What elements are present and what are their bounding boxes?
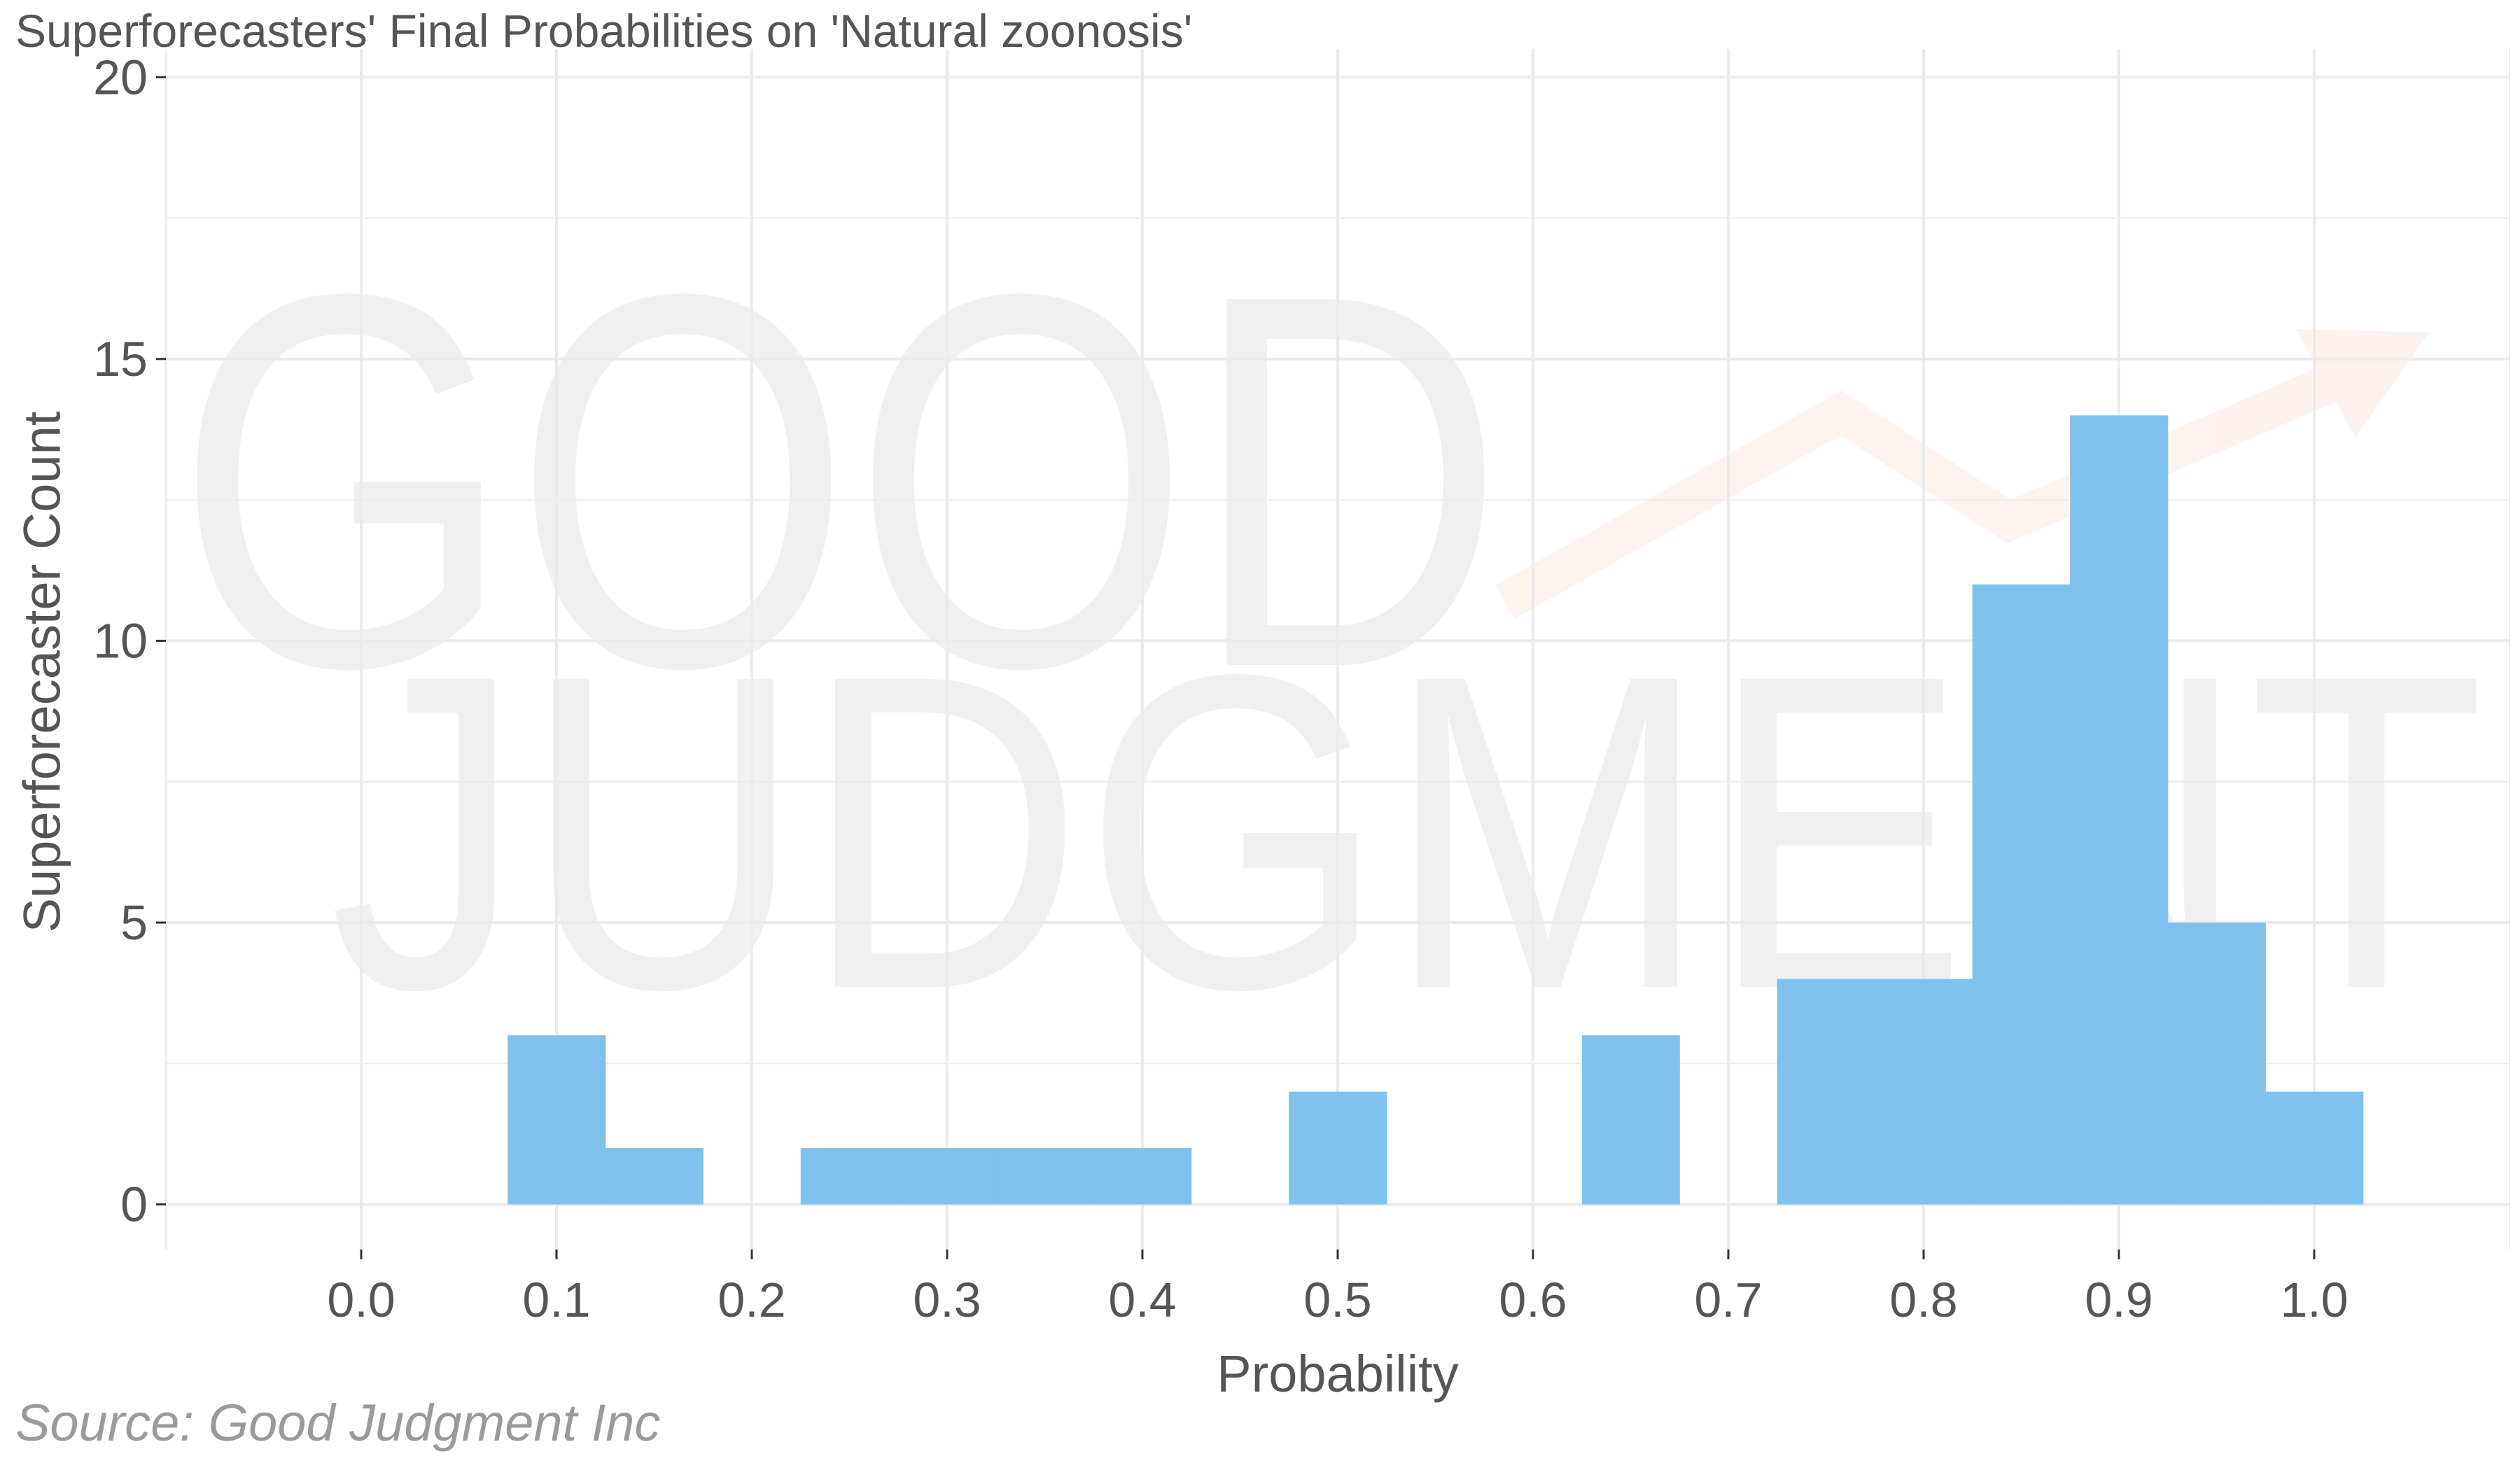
y-tick-label: 15: [93, 332, 148, 386]
histogram-bar: [1875, 979, 1973, 1205]
histogram-bar: [1972, 584, 2071, 1205]
x-tick-label: 0.6: [1499, 1273, 1567, 1327]
x-axis-label: Probability: [1217, 1345, 1459, 1403]
histogram-bar: [2167, 923, 2266, 1205]
y-tick-label: 0: [120, 1177, 148, 1232]
x-tick-label: 0.7: [1694, 1273, 1762, 1327]
histogram-bar: [1093, 1148, 1192, 1205]
y-tick-label: 5: [120, 895, 148, 950]
x-tick-label: 0.5: [1303, 1273, 1371, 1327]
x-tick-label: 0.2: [718, 1273, 785, 1327]
y-tick-label: 20: [93, 50, 148, 104]
axis-ticks: 0 5 10 15 20 0.0 0.1 0.2 0.3 0.4 0.5 0.6 0.7 0.8 0.9 1.…: [93, 50, 2348, 1327]
source-caption: Source: Good Judgment Inc: [15, 1394, 661, 1452]
histogram-bar: [605, 1148, 704, 1205]
histogram-bars: [507, 415, 2364, 1205]
histogram-bar: [2070, 415, 2169, 1205]
chart-title: Superforecasters' Final Probabilities on…: [15, 5, 1193, 57]
x-tick-label: 0.9: [2085, 1273, 2152, 1327]
x-tick-label: 0.4: [1108, 1273, 1176, 1327]
watermark-arrow-icon: [1495, 329, 2429, 619]
x-tick-label: 0.3: [913, 1273, 981, 1327]
x-tick-label: 1.0: [2280, 1273, 2348, 1327]
x-tick-label: 0.0: [327, 1273, 395, 1327]
histogram-bar: [507, 1035, 606, 1205]
histogram-bar: [1289, 1091, 1387, 1205]
x-tick-label: 0.1: [522, 1273, 590, 1327]
histogram-bar: [898, 1148, 997, 1205]
histogram-bar: [800, 1148, 899, 1205]
y-tick-label: 10: [93, 613, 148, 668]
histogram-bar: [1777, 979, 1875, 1205]
x-tick-label: 0.8: [1889, 1273, 1957, 1327]
histogram-bar: [1581, 1035, 1680, 1205]
histogram-bar: [2265, 1091, 2364, 1205]
histogram-bar: [995, 1148, 1094, 1205]
watermark-word-good: GOOD: [175, 184, 1505, 778]
